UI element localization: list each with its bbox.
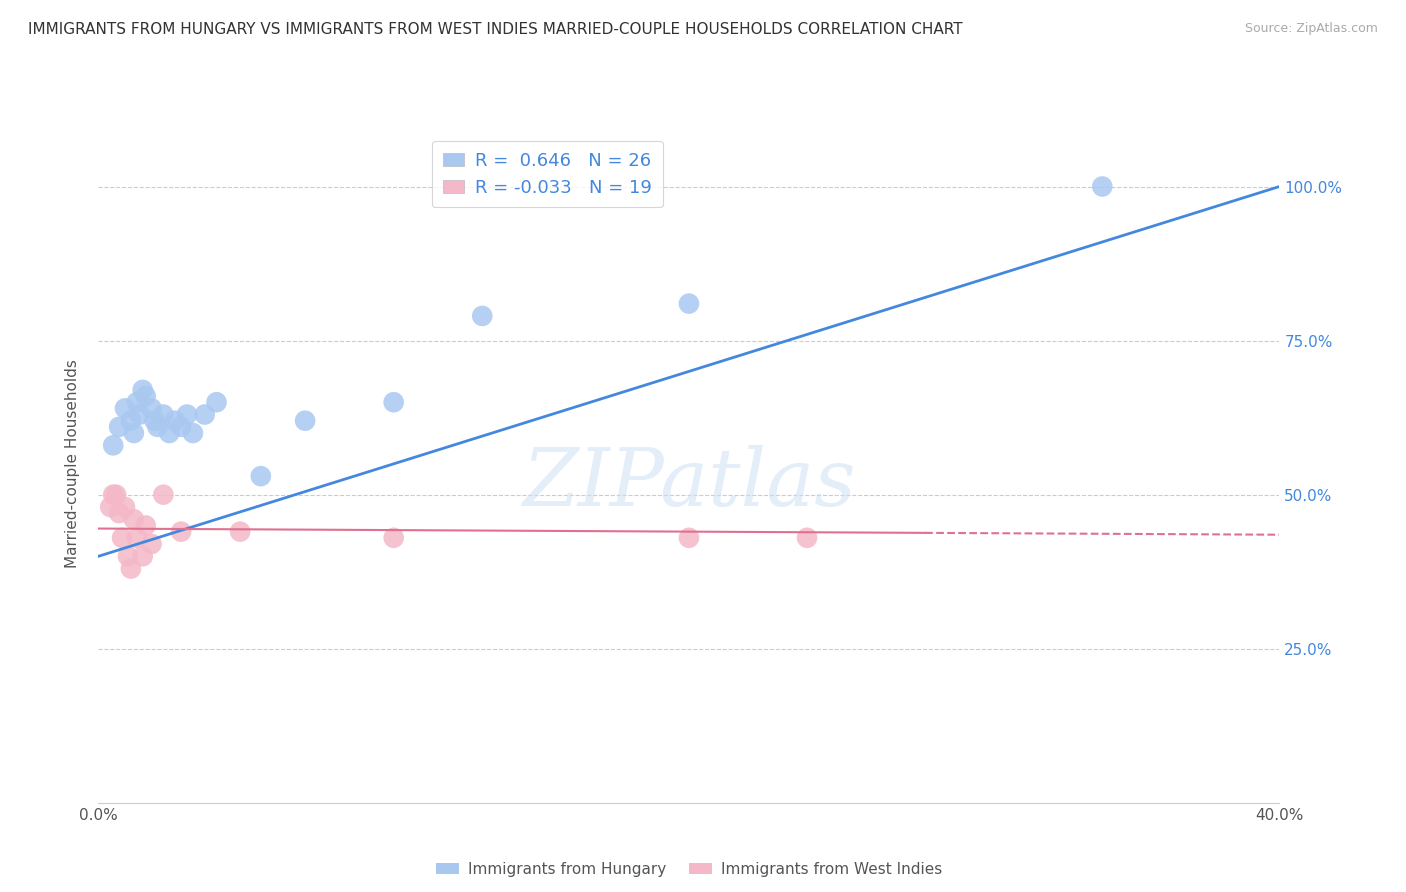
Point [152,408,174,422]
Point [103,488,125,502]
Point [1091,179,1114,194]
Point [141,401,163,416]
Point [176,408,198,422]
Point [205,395,228,409]
Point [165,414,187,428]
Point [152,488,174,502]
Point [103,438,125,452]
Point [382,531,405,545]
Point [294,414,316,428]
Point [120,414,142,428]
Point [105,488,128,502]
Point [108,506,131,520]
Point [471,309,494,323]
Point [128,408,150,422]
Point [108,420,131,434]
Point [114,500,136,514]
Text: ZIPatlas: ZIPatlas [522,445,856,523]
Point [143,414,166,428]
Point [181,425,204,440]
Text: IMMIGRANTS FROM HUNGARY VS IMMIGRANTS FROM WEST INDIES MARRIED-COUPLE HOUSEHOLDS: IMMIGRANTS FROM HUNGARY VS IMMIGRANTS FR… [28,22,963,37]
Point [250,469,273,483]
Point [678,531,700,545]
Point [146,420,169,434]
Point [170,420,193,434]
Point [141,537,163,551]
Point [157,425,180,440]
Point [132,383,155,397]
Point [678,296,700,310]
Y-axis label: Married-couple Households: Married-couple Households [65,359,80,568]
Point [796,531,818,545]
Point [194,408,217,422]
Point [229,524,252,539]
Point [98,500,121,514]
Text: Source: ZipAtlas.com: Source: ZipAtlas.com [1244,22,1378,36]
Point [120,561,142,575]
Point [125,531,148,545]
Point [170,524,193,539]
Point [135,518,157,533]
Point [114,401,136,416]
Point [125,395,148,409]
Point [117,549,139,564]
Point [135,389,157,403]
Legend: Immigrants from Hungary, Immigrants from West Indies: Immigrants from Hungary, Immigrants from… [430,856,948,883]
Point [132,549,155,564]
Point [111,531,134,545]
Point [122,512,145,526]
Point [122,425,145,440]
Point [382,395,405,409]
